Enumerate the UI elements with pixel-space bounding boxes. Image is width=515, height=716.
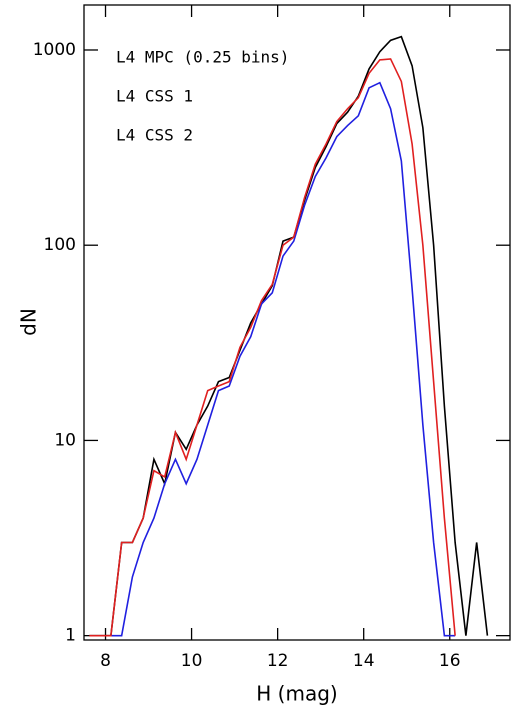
series-line [89,35,489,637]
series-line [110,81,456,637]
y-tick-label: 10 [54,430,76,450]
x-tick-label: 10 [181,651,203,671]
series-line [89,58,456,637]
legend-entry: L4 CSS 1 [116,87,193,106]
y-tick-label: 100 [44,235,76,255]
legend-entry: L4 CSS 2 [116,126,193,145]
x-tick-label: 8 [100,651,111,671]
plot-frame [83,4,511,641]
y-axis-label: dN [17,308,41,336]
legend-entry: L4 MPC (0.25 bins) [116,48,289,67]
x-tick-label: 12 [267,651,289,671]
y-tick-label: 1 [65,626,76,646]
x-tick-label: 14 [353,651,375,671]
x-tick-label: 16 [439,651,461,671]
y-tick-label: 1000 [33,40,76,60]
x-axis-label: H (mag) [256,682,337,706]
